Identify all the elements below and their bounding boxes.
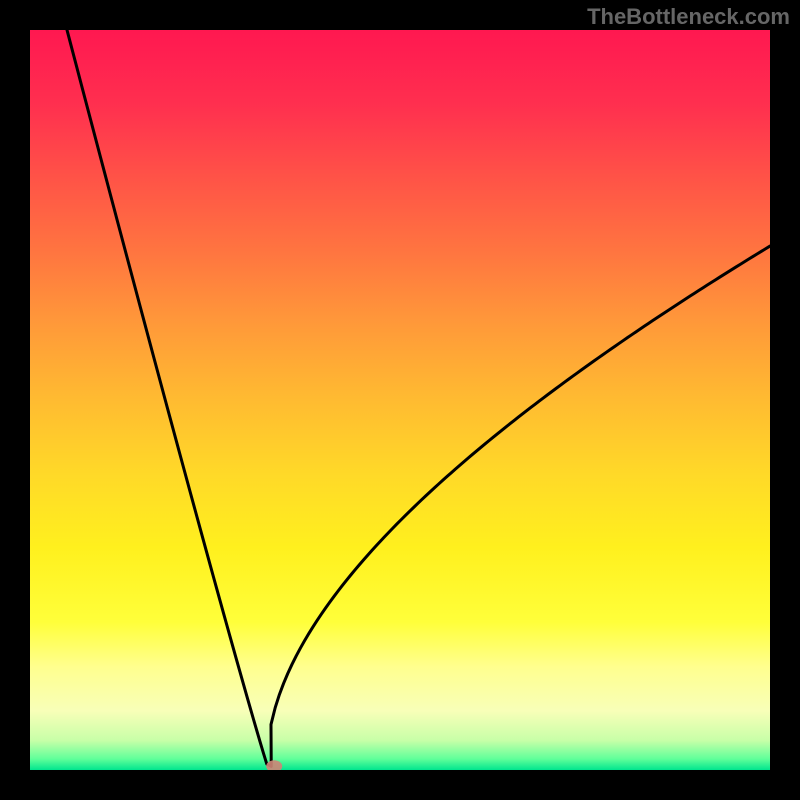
bottleneck-curve-chart [30,30,770,770]
watermark-text: TheBottleneck.com [587,4,790,30]
chart-plot-area [30,30,770,770]
gradient-background [30,30,770,770]
